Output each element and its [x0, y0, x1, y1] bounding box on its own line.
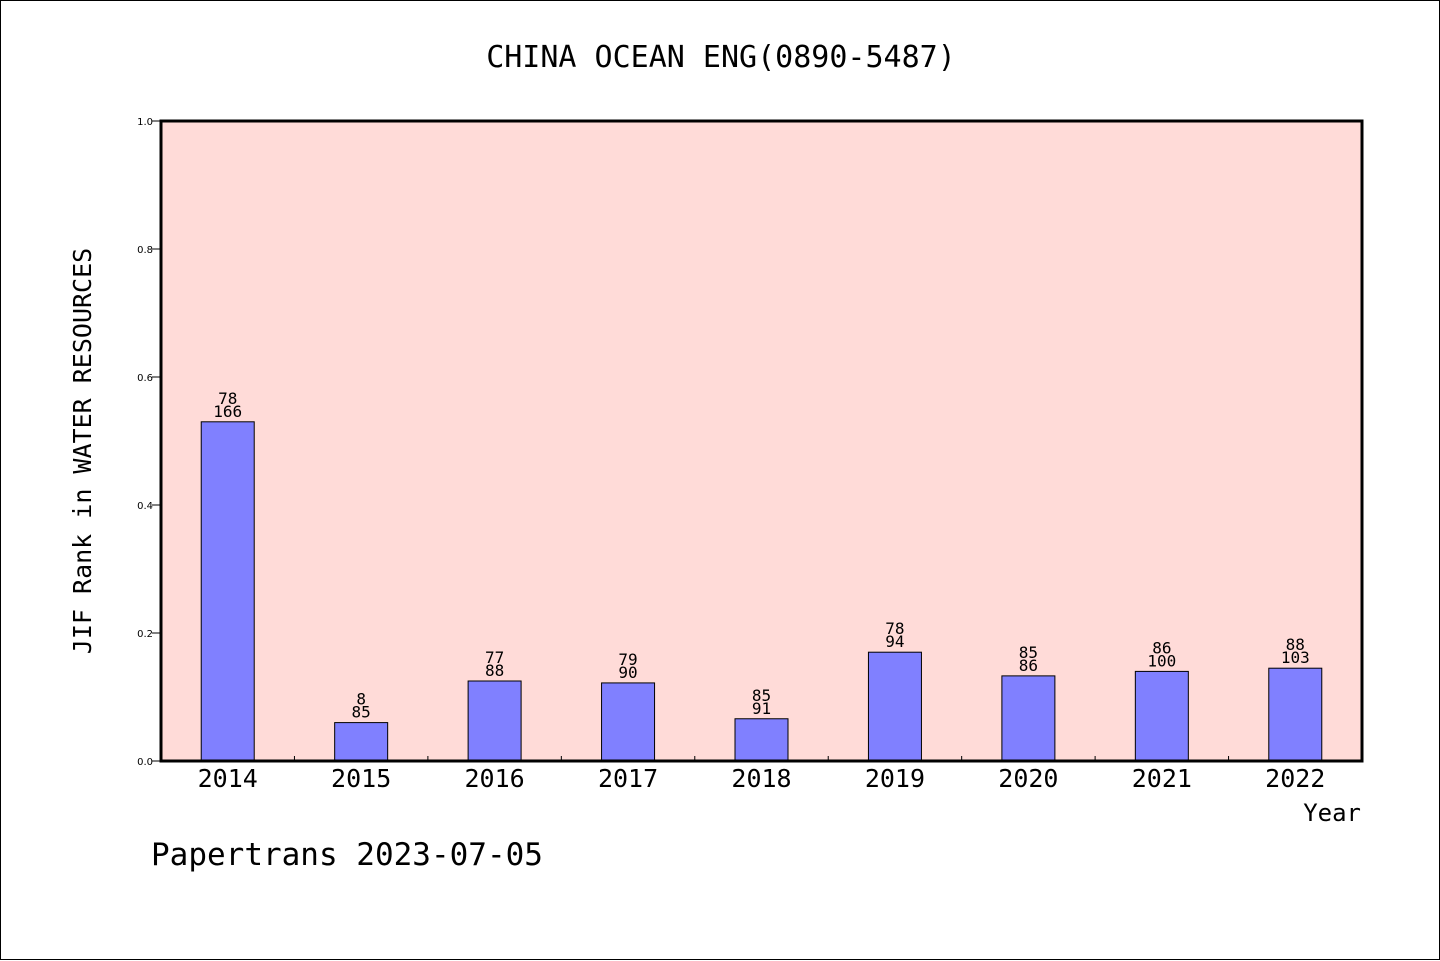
bar [467, 680, 522, 762]
bars-group [200, 421, 1323, 762]
data-label-top: 78 [885, 619, 904, 638]
data-label-bottom: 103 [1281, 648, 1310, 667]
data-label-bottom: 94 [885, 632, 904, 651]
y-tick-label: 1.0 [137, 117, 153, 128]
data-label-top: 77 [485, 648, 504, 667]
x-tick-label: 2015 [331, 764, 391, 793]
x-tick-label: 2020 [998, 764, 1058, 793]
data-label-bottom: 91 [752, 699, 771, 718]
plot-border [159, 119, 1364, 763]
bar [1268, 667, 1323, 762]
x-axis-label: Year [1303, 799, 1361, 827]
y-tick-label: 0.8 [137, 245, 153, 256]
data-label-bottom: 88 [485, 661, 504, 680]
x-tick-label: 2018 [731, 764, 791, 793]
bar [200, 421, 255, 762]
ticks-group: 0.0 0.2 0.4 0.6 0.8 1.0 2014 2015 2016 2017 2018 20… [137, 117, 1325, 793]
data-label-top: 78 [218, 389, 237, 408]
data-label-top: 79 [618, 650, 637, 669]
bar [867, 651, 922, 762]
x-tick-label: 2021 [1132, 764, 1192, 793]
bar [1134, 670, 1189, 762]
data-label-bottom: 100 [1147, 651, 1176, 670]
footer-text: Papertrans 2023-07-05 [151, 837, 543, 873]
y-tick-label: 0.0 [137, 757, 153, 768]
y-tick-label: 0.4 [137, 501, 153, 512]
y-tick-label: 0.2 [137, 629, 153, 640]
data-label-top: 8 [356, 690, 366, 709]
data-label-top: 85 [752, 686, 771, 705]
data-label-bottom: 86 [1019, 656, 1038, 675]
bar [1001, 675, 1056, 762]
data-label-top: 85 [1019, 643, 1038, 662]
bar [334, 722, 389, 762]
x-tick-label: 2019 [865, 764, 925, 793]
data-label-top: 88 [1286, 635, 1305, 654]
x-tick-label: 2022 [1265, 764, 1325, 793]
x-tick-label: 2016 [465, 764, 525, 793]
bar [601, 682, 656, 762]
bar [734, 718, 789, 762]
y-tick-label: 0.6 [137, 373, 153, 384]
y-axis-label: JIF Rank in WATER RESOURCES [68, 248, 97, 654]
plot-area [161, 121, 1362, 761]
data-label-bottom: 85 [352, 703, 371, 722]
x-tick-label: 2017 [598, 764, 658, 793]
x-tick-label: 2014 [198, 764, 258, 793]
data-label-bottom: 90 [618, 663, 637, 682]
chart-title: CHINA OCEAN ENG(0890-5487) [486, 40, 956, 75]
data-label-bottom: 166 [213, 402, 242, 421]
data-label-top: 86 [1152, 638, 1171, 657]
